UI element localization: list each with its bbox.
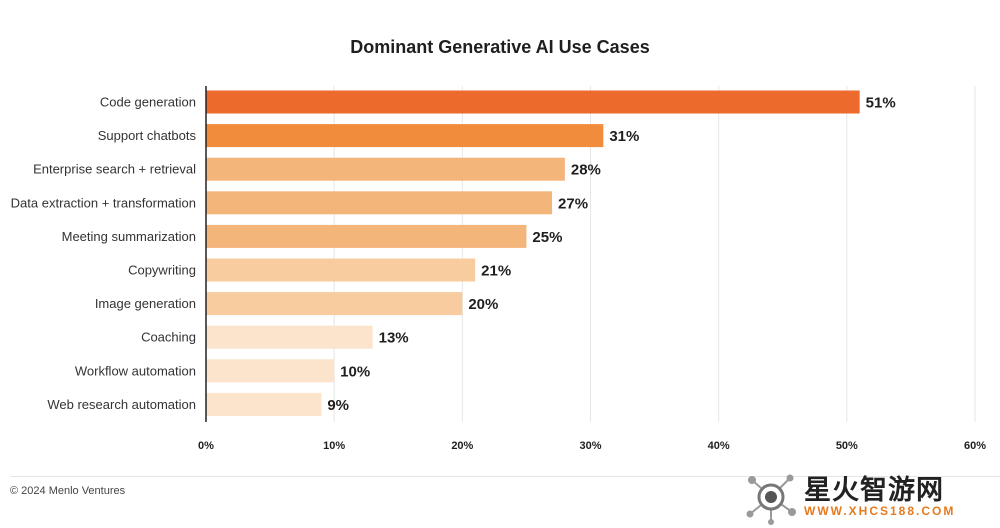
x-tick-label: 10% [323, 440, 345, 452]
x-tick-label: 60% [964, 440, 986, 452]
value-label: 13% [379, 330, 409, 347]
value-label: 28% [571, 162, 601, 179]
x-tick-label: 0% [198, 440, 214, 452]
bar [206, 325, 373, 349]
bar [206, 90, 860, 114]
bar [206, 392, 322, 416]
value-label: 9% [327, 397, 349, 414]
x-tick-label: 20% [451, 440, 473, 452]
value-label: 27% [558, 195, 588, 212]
value-label: 51% [866, 95, 896, 112]
category-labels: Code generation Support chatbots Enterpris… [11, 95, 197, 412]
watermark-url: WWW.XHCS188.COM [804, 504, 956, 518]
footer-divider [10, 476, 1000, 477]
watermark: 星火智游网 WWW.XHCS188.COM [742, 466, 992, 526]
copyright-text: © 2024 Menlo Ventures [10, 485, 126, 497]
value-label: 31% [609, 128, 639, 145]
category-label: Workflow automation [75, 363, 196, 378]
x-tick-label: 40% [708, 440, 730, 452]
value-label: 20% [468, 296, 498, 313]
category-label: Code generation [100, 95, 196, 110]
chart-title: Dominant Generative AI Use Cases [350, 37, 650, 57]
watermark-logo-icon [746, 474, 796, 525]
value-label: 25% [532, 229, 562, 246]
bar [206, 124, 604, 148]
bar [206, 224, 527, 248]
bar [206, 191, 553, 215]
category-label: Web research automation [47, 397, 196, 412]
value-labels: 51% 31% 28% 27% 25% 21% 20% 13% 10% 9% [327, 95, 895, 414]
category-label: Image generation [95, 296, 196, 311]
category-label: Support chatbots [98, 128, 197, 143]
bar [206, 292, 463, 316]
category-label: Enterprise search + retrieval [33, 162, 196, 177]
x-tick-labels: 0% 10% 20% 30% 40% 50% 60% [198, 440, 986, 452]
bar [206, 157, 565, 181]
bar [206, 359, 335, 383]
category-label: Coaching [141, 330, 196, 345]
value-label: 10% [340, 363, 370, 380]
category-label: Data extraction + transformation [11, 195, 196, 210]
value-label: 21% [481, 263, 511, 280]
category-label: Meeting summarization [62, 229, 196, 244]
watermark-title: 星火智游网 [804, 475, 944, 505]
bar-chart: Code generation Support chatbots Enterpris… [11, 86, 986, 452]
x-tick-label: 30% [579, 440, 601, 452]
category-label: Copywriting [128, 263, 196, 278]
x-tick-label: 50% [836, 440, 858, 452]
bar [206, 258, 476, 282]
bars [206, 90, 860, 416]
